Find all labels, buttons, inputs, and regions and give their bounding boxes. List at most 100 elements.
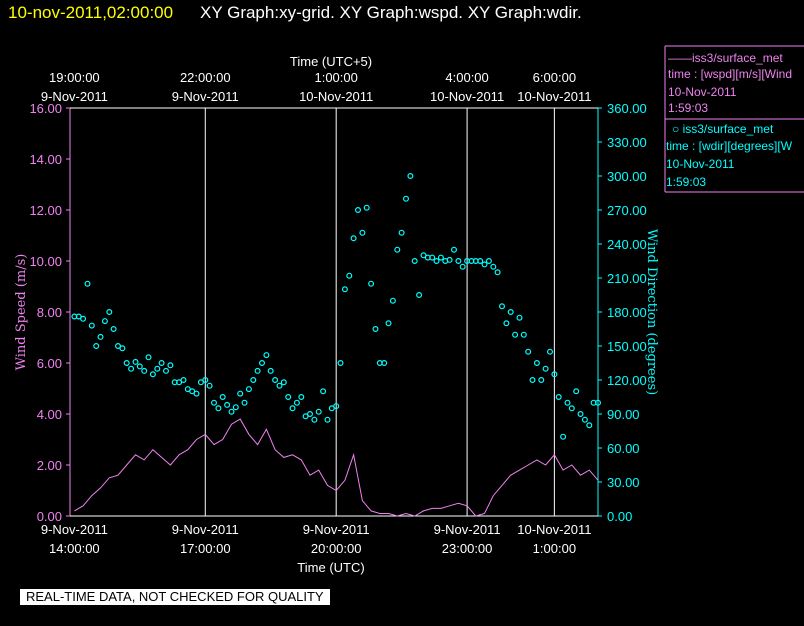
wind-direction-point <box>241 399 248 406</box>
legend-wdir-line2: time : [wdir][degrees][W <box>666 139 793 153</box>
wind-direction-point <box>407 173 414 180</box>
bottom-tick-time: 23:00:00 <box>442 541 493 556</box>
wind-direction-point <box>106 309 113 316</box>
wind-direction-point <box>132 358 139 365</box>
wind-direction-point <box>101 318 108 325</box>
right-tick-label: 90.00 <box>607 407 640 422</box>
legend-wdir-line4: 1:59:03 <box>666 175 706 189</box>
wind-direction-point <box>499 303 506 310</box>
header-graph-titles: XY Graph:xy-grid. XY Graph:wspd. XY Grap… <box>200 3 582 22</box>
wind-direction-point <box>533 360 540 367</box>
wind-direction-point <box>525 348 532 355</box>
bottom-tick-time: 1:00:00 <box>533 541 576 556</box>
top-tick-time: 22:00:00 <box>180 70 231 85</box>
wind-direction-point <box>451 246 458 253</box>
grid-lines <box>204 108 555 516</box>
wind-direction-point <box>437 254 444 261</box>
wind-direction-point <box>416 292 423 299</box>
wind-direction-point <box>75 313 82 320</box>
wind-direction-point <box>555 394 562 401</box>
left-tick-label: 10.00 <box>29 254 62 269</box>
wind-direction-point <box>372 326 379 333</box>
wind-direction-point <box>311 416 318 423</box>
y-axis-right-title: Wind Direction (degrees) <box>644 229 659 395</box>
wind-direction-point <box>538 377 545 384</box>
wind-direction-point <box>136 363 143 370</box>
wind-direction-point <box>355 207 362 214</box>
wind-direction-point <box>197 379 204 386</box>
y-axis-left-title: Wind Speed (m/s) <box>14 254 29 371</box>
wind-direction-point <box>267 367 274 374</box>
bottom-tick-time: 14:00:00 <box>49 541 100 556</box>
wind-direction-point <box>320 388 327 395</box>
wind-direction-point <box>193 390 200 397</box>
wind-direction-point <box>167 362 174 369</box>
wind-direction-point <box>93 343 100 350</box>
left-tick-label: 16.00 <box>29 101 62 116</box>
top-tick-time: 6:00:00 <box>533 70 576 85</box>
wind-direction-point <box>149 371 156 378</box>
right-tick-label: 360.00 <box>607 101 647 116</box>
left-tick-label: 8.00 <box>37 305 62 320</box>
wind-direction-point <box>276 382 283 389</box>
wind-direction-point <box>80 315 87 322</box>
left-tick-label: 12.00 <box>29 203 62 218</box>
wind-direction-point <box>346 272 353 279</box>
x-axis-bottom-title: Time (UTC) <box>297 560 364 575</box>
wind-direction-point <box>368 280 375 287</box>
wind-direction-point <box>211 399 218 406</box>
right-tick-label: 120.00 <box>607 373 647 388</box>
wind-direction-point <box>114 343 121 350</box>
x-axis-top-title: Time (UTC+5) <box>290 54 372 69</box>
wind-direction-point <box>228 408 235 415</box>
wind-direction-point <box>459 263 466 270</box>
wind-direction-point <box>389 297 396 304</box>
wind-direction-point <box>586 422 593 429</box>
right-tick-label: 30.00 <box>607 475 640 490</box>
wind-direction-point <box>516 314 523 321</box>
bottom-tick-date: 9-Nov-2011 <box>303 522 370 537</box>
right-tick-label: 270.00 <box>607 203 647 218</box>
wind-direction-point <box>263 352 270 359</box>
legend-wdir-line3: 10-Nov-2011 <box>666 157 735 171</box>
wind-direction-point <box>110 326 117 333</box>
right-tick-label: 0.00 <box>607 509 632 524</box>
top-tick-time: 1:00:00 <box>314 70 357 85</box>
right-tick-label: 210.00 <box>607 271 647 286</box>
wind-direction-point <box>429 254 436 261</box>
wind-direction-point <box>128 365 135 372</box>
wind-direction-point <box>507 309 514 316</box>
top-tick-date: 10-Nov-2011 <box>299 89 373 104</box>
wind-direction-point <box>394 246 401 253</box>
wind-direction-point <box>350 235 357 242</box>
top-tick-date: 9-Nov-2011 <box>172 89 239 104</box>
wind-direction-point <box>254 367 261 374</box>
wind-direction-point <box>433 258 440 265</box>
wind-direction-point <box>259 360 266 367</box>
top-tick-date: 10-Nov-2011 <box>430 89 504 104</box>
left-tick-label: 14.00 <box>29 152 62 167</box>
top-tick-date: 9-Nov-2011 <box>41 89 108 104</box>
wind-direction-point <box>302 413 309 420</box>
wind-direction-point <box>215 405 222 412</box>
bottom-tick-date: 9-Nov-2011 <box>41 522 108 537</box>
wind-direction-point <box>119 345 126 352</box>
bottom-tick-date: 10-Nov-2011 <box>517 522 591 537</box>
wind-direction-point <box>512 331 519 338</box>
left-tick-label: 4.00 <box>37 407 62 422</box>
wind-direction-point <box>141 367 148 374</box>
wind-direction-point <box>97 333 104 340</box>
wind-direction-point <box>485 258 492 265</box>
wind-direction-point <box>481 261 488 268</box>
legend: ——iss3/surface_met time : [wspd][m/s][Wi… <box>664 45 804 193</box>
wind-direction-point <box>84 280 91 287</box>
wind-direction-point <box>250 377 257 384</box>
right-tick-label: 330.00 <box>607 135 647 150</box>
legend-wspd-line3: 10-Nov-2011 <box>668 85 737 99</box>
top-tick-date: 10-Nov-2011 <box>517 89 591 104</box>
wind-direction-point <box>88 322 95 329</box>
legend-wspd-line2: time : [wspd][m/s][Wind <box>668 67 792 81</box>
wind-direction-point <box>560 433 567 440</box>
wind-direction-point <box>158 360 165 367</box>
